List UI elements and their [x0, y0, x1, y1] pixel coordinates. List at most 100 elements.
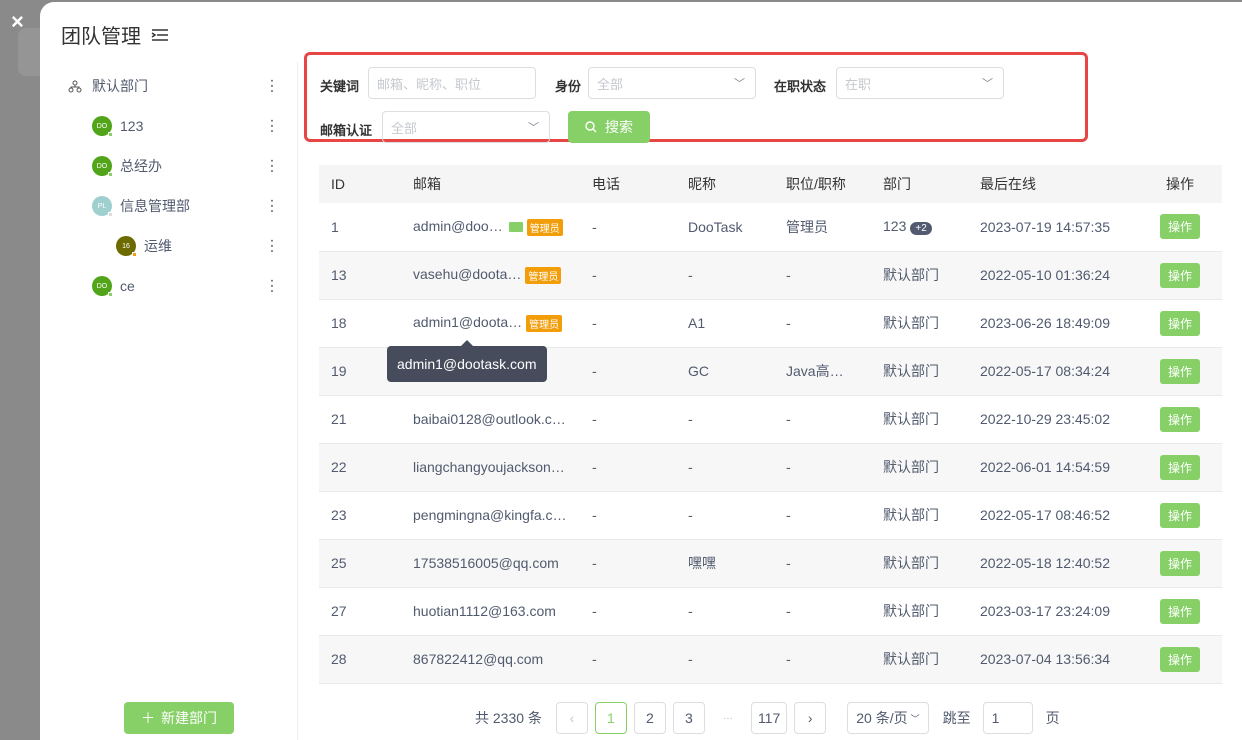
cell-department: 默认部门 [871, 299, 968, 348]
operate-button[interactable]: 操作 [1159, 406, 1200, 432]
chevron-down-icon: ﹀ [910, 713, 920, 724]
cell-last-online: 2022-05-17 08:46:52 [968, 491, 1138, 540]
jump-label: 跳至 [942, 710, 971, 726]
role-value: 全部 [597, 76, 624, 92]
cell-department: 默认部门 [871, 395, 968, 444]
page-unit-label: 页 [1045, 710, 1060, 726]
cell-position: - [774, 635, 871, 684]
new-department-button[interactable]: ＋ 新建部门 [124, 702, 234, 734]
email-text[interactable]: 17538516005@qq.com [413, 555, 559, 571]
operate-button[interactable]: 操作 [1159, 214, 1200, 240]
cell-department: 默认部门 [871, 443, 968, 492]
column-header: 邮箱 [401, 165, 580, 203]
page-last[interactable]: 117 [750, 702, 788, 734]
cell-nickname: - [676, 251, 774, 300]
column-header: 电话 [580, 165, 676, 203]
operate-button[interactable]: 操作 [1159, 454, 1200, 480]
email-text[interactable]: admin1@doota… [413, 314, 523, 331]
close-icon[interactable]: × [11, 9, 24, 34]
email-text[interactable]: pengmingna@kingfa.c… [413, 507, 567, 523]
cell-nickname: 嘿嘿 [676, 539, 774, 588]
cell-department: 123 +2 [871, 203, 968, 252]
next-page-button[interactable]: › [794, 702, 827, 734]
cell-department: 默认部门 [871, 347, 968, 396]
menu-collapse-icon[interactable] [151, 28, 169, 42]
department-text: 默认部门 [883, 411, 939, 427]
email-text[interactable]: liangchangyoujackson… [413, 459, 565, 475]
email-verify-select[interactable]: 全部 ﹀ [382, 111, 550, 143]
plus-icon: ＋ [141, 710, 155, 726]
more-options-icon[interactable]: ⋯ [263, 238, 280, 254]
keyword-input[interactable]: 邮箱、昵称、职位 [368, 67, 536, 99]
column-header: 部门 [871, 165, 968, 203]
department-tree: 默认部门 ⋯ DO 123 ⋯ DO 总经办 ⋯ PL 信息管理部 ⋯ 16 运维 ⋯ DO ce ⋯ [40, 62, 298, 740]
operate-button[interactable]: 操作 [1159, 502, 1200, 528]
cell-id: 22 [319, 443, 401, 492]
cell-action: 操作 [1138, 347, 1222, 396]
cell-position: - [774, 251, 871, 300]
search-label: 搜索 [605, 119, 633, 135]
cell-id: 21 [319, 395, 401, 444]
operate-button[interactable]: 操作 [1159, 646, 1200, 672]
cell-nickname: A1 [676, 299, 774, 348]
department-item[interactable]: DO 总经办 ⋯ [40, 146, 297, 186]
status-dot [108, 212, 113, 217]
cell-nickname: GC [676, 347, 774, 396]
cell-department: 默认部门 [871, 587, 968, 636]
email-text[interactable]: huotian1112@163.com [413, 603, 556, 619]
department-item[interactable]: DO 123 ⋯ [40, 106, 297, 146]
email-tooltip: admin1@dootask.com [387, 340, 547, 382]
role-select[interactable]: 全部 ﹀ [588, 67, 756, 99]
operate-button[interactable]: 操作 [1159, 550, 1200, 576]
prev-page-button[interactable]: ‹ [555, 702, 588, 734]
more-options-icon[interactable]: ⋯ [263, 278, 280, 294]
users-table: ID 邮箱 电话 昵称 职位/职称 部门 最后在线 操作 1 admin@doo… 管理员 - … [319, 165, 1222, 684]
status-select[interactable]: 在职 ﹀ [836, 67, 1004, 99]
department-text: 默认部门 [883, 363, 939, 379]
cell-id: 23 [319, 491, 401, 540]
cell-position: - [774, 539, 871, 588]
avatar-text: DO [96, 162, 108, 170]
cell-last-online: 2022-05-17 08:34:24 [968, 347, 1138, 396]
search-button[interactable]: 搜索 [568, 111, 650, 143]
more-options-icon[interactable]: ⋯ [263, 198, 280, 214]
jump-page-input[interactable]: 1 [982, 702, 1033, 734]
department-item[interactable]: PL 信息管理部 ⋯ [40, 186, 297, 226]
column-header: 最后在线 [968, 165, 1138, 203]
cell-phone: - [580, 539, 676, 588]
operate-button[interactable]: 操作 [1159, 358, 1200, 384]
cell-phone: - [580, 251, 676, 300]
email-text[interactable]: admin@doo… [413, 217, 503, 234]
department-text: 123 [883, 218, 907, 235]
page-2[interactable]: 2 [633, 702, 666, 734]
page-1[interactable]: 1 [594, 702, 627, 734]
cell-last-online: 2023-06-26 18:49:09 [968, 299, 1138, 348]
cell-department: 默认部门 [871, 251, 968, 300]
cell-last-online: 2022-05-10 01:36:24 [968, 251, 1138, 300]
page-3[interactable]: 3 [672, 702, 705, 734]
more-options-icon[interactable]: ⋯ [263, 118, 280, 134]
cell-nickname: - [676, 395, 774, 444]
cell-email: admin@doo… 管理员 [401, 203, 580, 252]
table-row: 25 17538516005@qq.com - 嘿嘿 - 默认部门 2022-0… [319, 539, 1222, 588]
avatar-text: DO [96, 282, 108, 290]
operate-button[interactable]: 操作 [1159, 598, 1200, 624]
operate-button[interactable]: 操作 [1159, 262, 1200, 288]
more-options-icon[interactable]: ⋯ [263, 158, 280, 174]
email-text[interactable]: 867822412@qq.com [413, 651, 544, 667]
department-item[interactable]: 16 运维 ⋯ [40, 226, 297, 266]
cell-position: - [774, 491, 871, 540]
email-text[interactable]: baibai0128@outlook.c… [413, 411, 566, 427]
more-options-icon[interactable]: ⋯ [263, 78, 280, 94]
department-item[interactable]: 默认部门 ⋯ [40, 66, 297, 106]
page-ellipsis[interactable]: ··· [722, 712, 733, 724]
operate-button[interactable]: 操作 [1159, 310, 1200, 336]
email-verify-label: 邮箱认证 [320, 123, 373, 138]
department-item[interactable]: DO ce ⋯ [40, 266, 297, 306]
department-text: 默认部门 [883, 459, 939, 475]
email-text[interactable]: vasehu@doota… [413, 266, 522, 283]
cell-department: 默认部门 [871, 491, 968, 540]
table-row: 18 admin1@doota… 管理员 - A1 - 默认部门 2023-06-… [319, 299, 1222, 348]
page-size-select[interactable]: 20 条/页 ﹀ [847, 702, 929, 734]
cell-nickname: - [676, 491, 774, 540]
